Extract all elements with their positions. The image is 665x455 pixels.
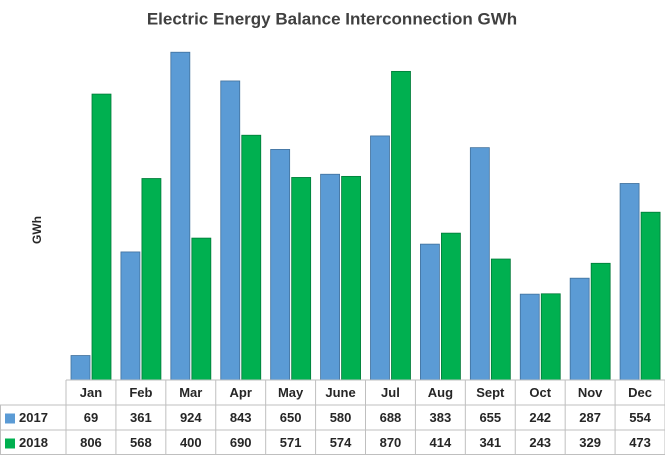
table-value: 287 [579, 410, 601, 425]
table-value: 243 [529, 435, 551, 450]
bar [490, 258, 511, 381]
bar [569, 277, 590, 381]
table-value: 655 [479, 410, 501, 425]
x-tick-label: June [325, 385, 355, 400]
legend-label: 2018 [19, 435, 48, 450]
x-tick-label: Feb [129, 385, 152, 400]
bar [291, 177, 312, 381]
x-tick-label: Jan [80, 385, 102, 400]
y-axis-label: GWh [30, 216, 44, 244]
bar [640, 211, 661, 381]
x-tick-label: Dec [628, 385, 652, 400]
table-value: 329 [579, 435, 601, 450]
table-value: 473 [629, 435, 651, 450]
bar [141, 178, 162, 381]
table-value: 650 [280, 410, 302, 425]
bar [170, 51, 191, 381]
bar [619, 183, 640, 381]
bar [441, 232, 461, 381]
x-tick-label: Apr [230, 385, 252, 400]
table-value: 688 [380, 410, 402, 425]
x-tick-label: Jul [381, 385, 400, 400]
table-value: 361 [130, 410, 152, 425]
bar [341, 175, 361, 381]
x-tick-label: Oct [529, 385, 551, 400]
bar [590, 262, 611, 381]
x-tick-label: Aug [428, 385, 453, 400]
bar [391, 70, 411, 381]
chart-title: Electric Energy Balance Interconnection … [147, 9, 517, 28]
bar [270, 149, 291, 381]
bar [320, 173, 340, 381]
bar [469, 147, 490, 381]
bar [420, 243, 440, 381]
bar [120, 251, 141, 381]
table-value: 924 [180, 410, 202, 425]
table-value: 806 [80, 435, 102, 450]
x-tick-label: May [278, 385, 304, 400]
bar [220, 80, 241, 381]
bar [70, 355, 91, 381]
bar [241, 134, 262, 381]
legend-label: 2017 [19, 410, 48, 425]
bar [91, 93, 112, 381]
x-tick-label: Nov [578, 385, 603, 400]
table-value: 571 [280, 435, 302, 450]
legend-swatch [5, 413, 15, 424]
table-value: 554 [629, 410, 651, 425]
table-value: 69 [84, 410, 98, 425]
x-tick-label: Sept [476, 385, 505, 400]
table-value: 242 [529, 410, 551, 425]
table-value: 341 [479, 435, 501, 450]
table-value: 870 [380, 435, 402, 450]
table-value: 580 [330, 410, 352, 425]
table-value: 568 [130, 435, 152, 450]
table-value: 843 [230, 410, 252, 425]
table-value: 690 [230, 435, 252, 450]
x-tick-label: Mar [179, 385, 202, 400]
bar [370, 135, 390, 381]
bar [519, 293, 540, 381]
bar [191, 237, 212, 381]
table-value: 383 [430, 410, 452, 425]
legend-swatch [5, 438, 15, 449]
bar [540, 293, 561, 381]
table-value: 414 [430, 435, 452, 450]
table-value: 574 [330, 435, 352, 450]
table-value: 400 [180, 435, 202, 450]
